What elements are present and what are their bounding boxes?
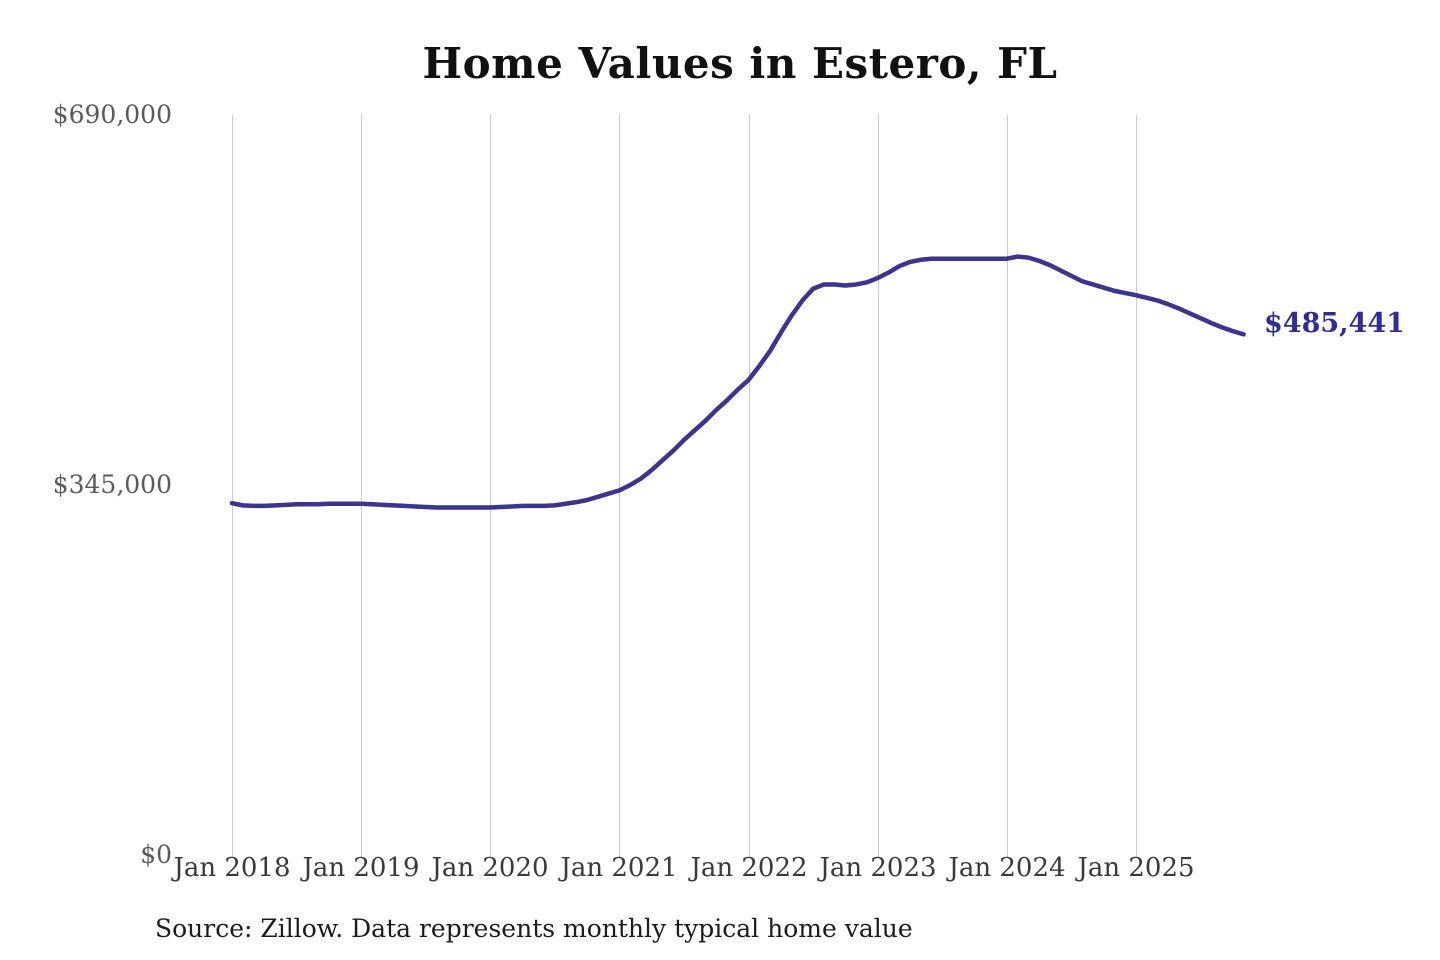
x-tick-label: Jan 2022: [690, 853, 808, 883]
x-gridline: [232, 115, 233, 857]
y-tick-label: $690,000: [52, 100, 172, 129]
x-tick-label: Jan 2025: [1077, 853, 1195, 883]
y-tick-label: $345,000: [52, 470, 172, 499]
x-gridline: [749, 115, 750, 857]
x-gridline: [619, 115, 620, 857]
x-tick-label: Jan 2021: [560, 853, 678, 883]
source-note: Source: Zillow. Data represents monthly …: [155, 914, 913, 943]
x-tick-label: Jan 2023: [819, 853, 937, 883]
x-gridline: [878, 115, 879, 857]
x-tick-label: Jan 2018: [173, 853, 291, 883]
x-gridline: [1136, 115, 1137, 857]
current-value-label: $485,441: [1264, 308, 1405, 339]
x-tick-label: Jan 2024: [948, 853, 1066, 883]
x-tick-label: Jan 2019: [302, 853, 420, 883]
home-value-line: [229, 254, 1246, 510]
y-tick-label: $0: [140, 840, 172, 869]
chart-title: Home Values in Estero, FL: [422, 39, 1058, 88]
x-gridline: [361, 115, 362, 857]
x-gridline: [490, 115, 491, 857]
x-tick-label: Jan 2020: [431, 853, 549, 883]
x-gridline: [1007, 115, 1008, 857]
